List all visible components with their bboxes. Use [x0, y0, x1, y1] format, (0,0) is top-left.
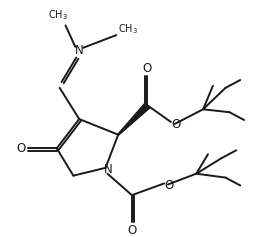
Text: CH$_3$: CH$_3$ [48, 8, 68, 22]
Text: CH$_3$: CH$_3$ [118, 22, 138, 36]
Text: O: O [164, 179, 173, 192]
Text: O: O [16, 142, 25, 155]
Text: O: O [127, 224, 136, 237]
Text: N: N [75, 44, 84, 57]
Polygon shape [118, 103, 150, 135]
Text: O: O [143, 62, 152, 75]
Text: O: O [171, 118, 180, 131]
Text: N: N [104, 163, 113, 176]
